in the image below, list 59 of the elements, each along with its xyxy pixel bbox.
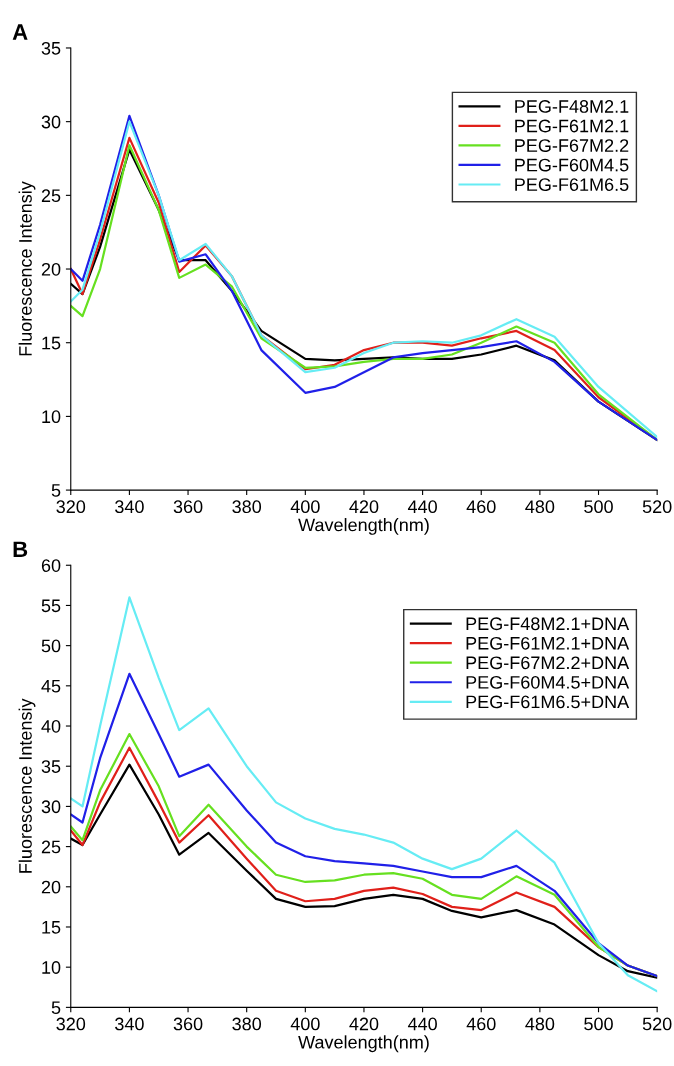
y-tick-label: 15 <box>42 336 61 350</box>
line-series <box>70 672 658 978</box>
x-tick-label: 340 <box>115 1017 144 1031</box>
x-tick-label: 440 <box>407 500 437 514</box>
x-tick-label: 380 <box>232 500 262 514</box>
legend-label: PEG-F61M6.5+DNA <box>466 695 630 709</box>
x-tick-label: 460 <box>466 500 496 514</box>
x-axis-title: Wavelength(nm) <box>298 1035 429 1053</box>
chart-title: B <box>13 541 28 557</box>
y-tick-label: 5 <box>51 1001 61 1015</box>
legend-label: PEG-F61M2.1+DNA <box>466 636 630 650</box>
y-axis-title: Fluorescence Intensiy <box>18 181 36 356</box>
legend-label: PEG-F61M2.1 <box>515 119 629 133</box>
y-tick-label: 35 <box>41 760 61 773</box>
x-tick-label: 460 <box>466 1017 496 1031</box>
chart-title: A <box>12 24 28 40</box>
x-tick-label: 480 <box>525 500 555 514</box>
y-tick-label: 50 <box>41 639 61 653</box>
x-tick-label: 520 <box>642 1017 672 1031</box>
legend-label: PEG-F67M2.2 <box>515 139 629 152</box>
line-series <box>70 596 658 993</box>
x-tick-label: 500 <box>584 1017 613 1031</box>
y-tick-label: 30 <box>41 800 61 814</box>
x-tick-label: 500 <box>584 500 613 514</box>
y-tick-label: 20 <box>41 880 61 894</box>
x-tick-label: 520 <box>642 500 672 514</box>
y-tick-label: 55 <box>41 599 61 613</box>
y-tick-label: 25 <box>41 840 61 854</box>
x-tick-label: 320 <box>56 1017 86 1031</box>
x-tick-label: 320 <box>56 500 86 514</box>
x-tick-label: 400 <box>290 500 320 514</box>
x-tick-label: 360 <box>173 1017 203 1031</box>
legend-label: PEG-F60M4.5 <box>515 158 629 172</box>
y-axis-title: Fluorescence Intensiy <box>18 698 36 873</box>
y-tick-label: 10 <box>42 410 61 424</box>
y-tick-label: 25 <box>41 189 61 203</box>
y-tick-label: 5 <box>51 484 61 497</box>
x-tick-label: 380 <box>232 1017 262 1031</box>
y-tick-label: 35 <box>41 41 61 55</box>
legend-label: PEG-F60M4.5+DNA <box>466 675 630 689</box>
x-tick-label: 400 <box>290 1017 320 1031</box>
y-tick-label: 30 <box>41 115 61 129</box>
x-tick-label: 420 <box>349 500 379 514</box>
y-tick-label: 15 <box>42 921 61 934</box>
legend-label: PEG-F61M6.5 <box>515 178 629 192</box>
x-tick-label: 440 <box>407 1017 437 1031</box>
x-axis-title: Wavelength(nm) <box>298 518 429 535</box>
legend-label: PEG-F48M2.1+DNA <box>466 617 630 631</box>
y-tick-label: 45 <box>41 679 61 693</box>
x-tick-label: 480 <box>525 1017 555 1031</box>
legend-label: PEG-F67M2.2+DNA <box>466 656 630 670</box>
y-tick-label: 10 <box>42 961 61 974</box>
y-tick-label: 60 <box>41 559 61 572</box>
x-tick-label: 360 <box>173 500 203 514</box>
x-tick-label: 420 <box>349 1017 379 1031</box>
legend-label: PEG-F48M2.1 <box>515 100 629 113</box>
x-tick-label: 340 <box>115 500 144 514</box>
y-tick-label: 40 <box>41 719 61 733</box>
y-tick-label: 20 <box>41 262 61 276</box>
